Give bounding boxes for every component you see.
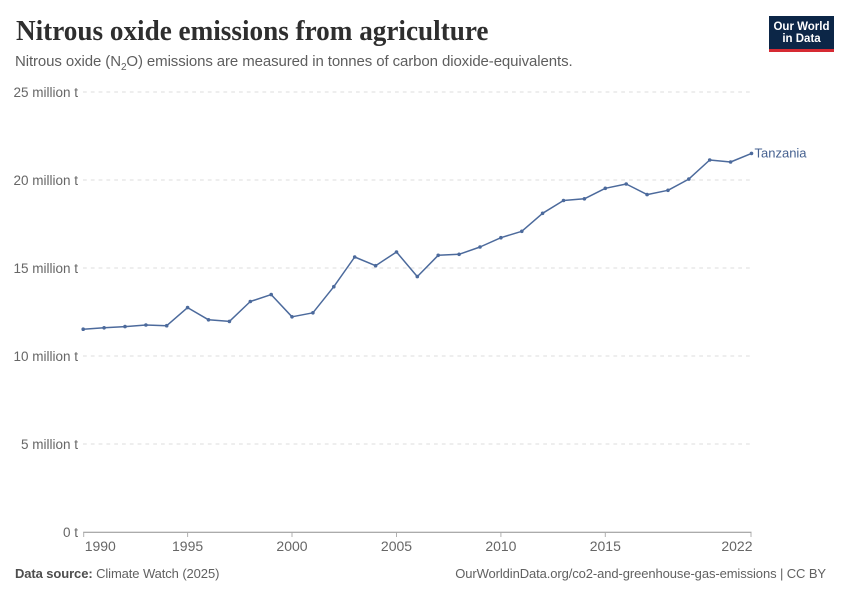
svg-text:2022: 2022 [721, 538, 752, 554]
svg-text:5 million t: 5 million t [21, 437, 78, 452]
svg-text:2010: 2010 [485, 538, 516, 554]
svg-text:0 t: 0 t [63, 525, 78, 540]
svg-text:1990: 1990 [85, 538, 116, 554]
svg-text:2005: 2005 [381, 538, 412, 554]
svg-text:1995: 1995 [172, 538, 203, 554]
svg-text:2000: 2000 [276, 538, 307, 554]
svg-text:20 million t: 20 million t [13, 173, 78, 188]
svg-text:15 million t: 15 million t [13, 261, 78, 276]
svg-text:10 million t: 10 million t [13, 349, 78, 364]
svg-text:2015: 2015 [590, 538, 621, 554]
svg-text:25 million t: 25 million t [13, 85, 78, 100]
svg-text:Tanzania: Tanzania [755, 146, 808, 161]
